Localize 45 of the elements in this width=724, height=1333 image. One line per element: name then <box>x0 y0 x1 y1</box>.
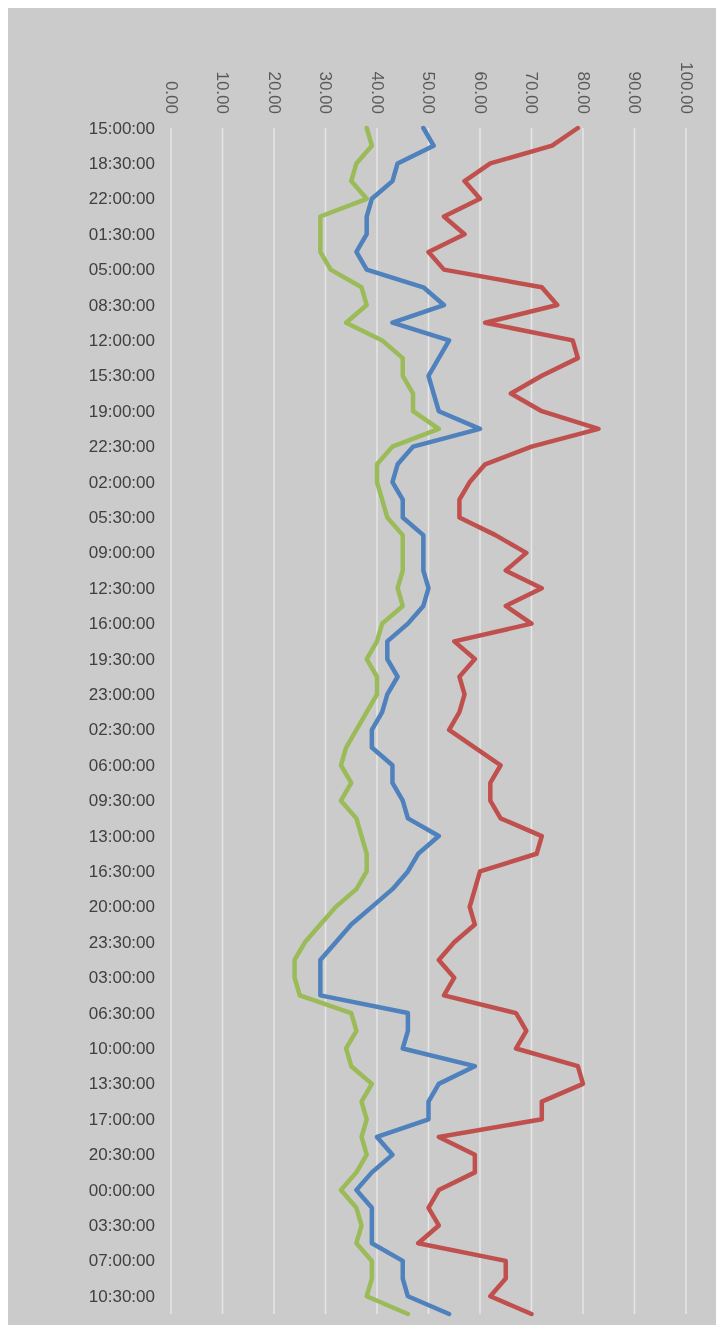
y-tick-label: 06:30:00 <box>88 1003 155 1023</box>
y-tick-label: 09:30:00 <box>88 791 155 811</box>
y-tick-label: 10:30:00 <box>88 1286 155 1306</box>
y-tick-label: 12:30:00 <box>88 578 155 598</box>
y-tick-label: 17:00:00 <box>88 1109 155 1129</box>
y-tick-label: 15:00:00 <box>88 118 155 138</box>
y-tick-label: 09:00:00 <box>88 543 155 563</box>
y-tick-label: 20:30:00 <box>88 1145 155 1165</box>
y-tick-label: 06:00:00 <box>88 755 155 775</box>
y-tick-label: 16:30:00 <box>88 861 155 881</box>
y-tick-label: 01:30:00 <box>88 224 155 244</box>
x-tick-label: 0.00 <box>161 80 181 114</box>
x-tick-label: 70.00 <box>522 71 541 114</box>
y-tick-label: 20:00:00 <box>88 897 155 917</box>
y-tick-label: 13:00:00 <box>88 826 155 846</box>
y-tick-label: 16:00:00 <box>88 614 155 634</box>
y-tick-label: 05:00:00 <box>88 260 155 280</box>
x-tick-label: 30.00 <box>316 71 335 114</box>
y-tick-label: 00:00:00 <box>88 1180 155 1200</box>
y-tick-label: 22:30:00 <box>88 437 155 457</box>
x-tick-label: 100.00 <box>676 62 696 114</box>
y-tick-label: 03:30:00 <box>88 1215 155 1235</box>
y-tick-label: 13:30:00 <box>88 1074 155 1094</box>
y-tick-label: 08:30:00 <box>88 295 155 315</box>
y-tick-label: 18:30:00 <box>88 153 155 173</box>
x-tick-label: 80.00 <box>573 71 593 114</box>
y-tick-label: 02:30:00 <box>88 720 155 740</box>
y-tick-label: 02:00:00 <box>88 472 155 492</box>
x-tick-label: 60.00 <box>470 71 490 114</box>
y-tick-label: 15:30:00 <box>88 366 155 386</box>
x-tick-label: 50.00 <box>419 71 438 114</box>
y-tick-label: 05:30:00 <box>88 507 155 527</box>
y-tick-label: 10:00:00 <box>88 1038 155 1058</box>
x-tick-label: 10.00 <box>213 71 232 114</box>
y-tick-label: 19:30:00 <box>88 649 155 669</box>
y-tick-label: 19:00:00 <box>88 401 155 421</box>
x-tick-label: 20.00 <box>264 71 284 114</box>
y-tick-label: 03:00:00 <box>88 968 155 988</box>
y-tick-label: 07:00:00 <box>88 1251 155 1271</box>
y-tick-label: 22:00:00 <box>88 189 155 209</box>
y-tick-label: 23:00:00 <box>88 684 155 704</box>
x-tick-label: 40.00 <box>367 71 387 114</box>
y-tick-label: 23:30:00 <box>88 932 155 952</box>
x-tick-label: 90.00 <box>625 71 644 114</box>
y-tick-label: 12:00:00 <box>88 330 155 350</box>
